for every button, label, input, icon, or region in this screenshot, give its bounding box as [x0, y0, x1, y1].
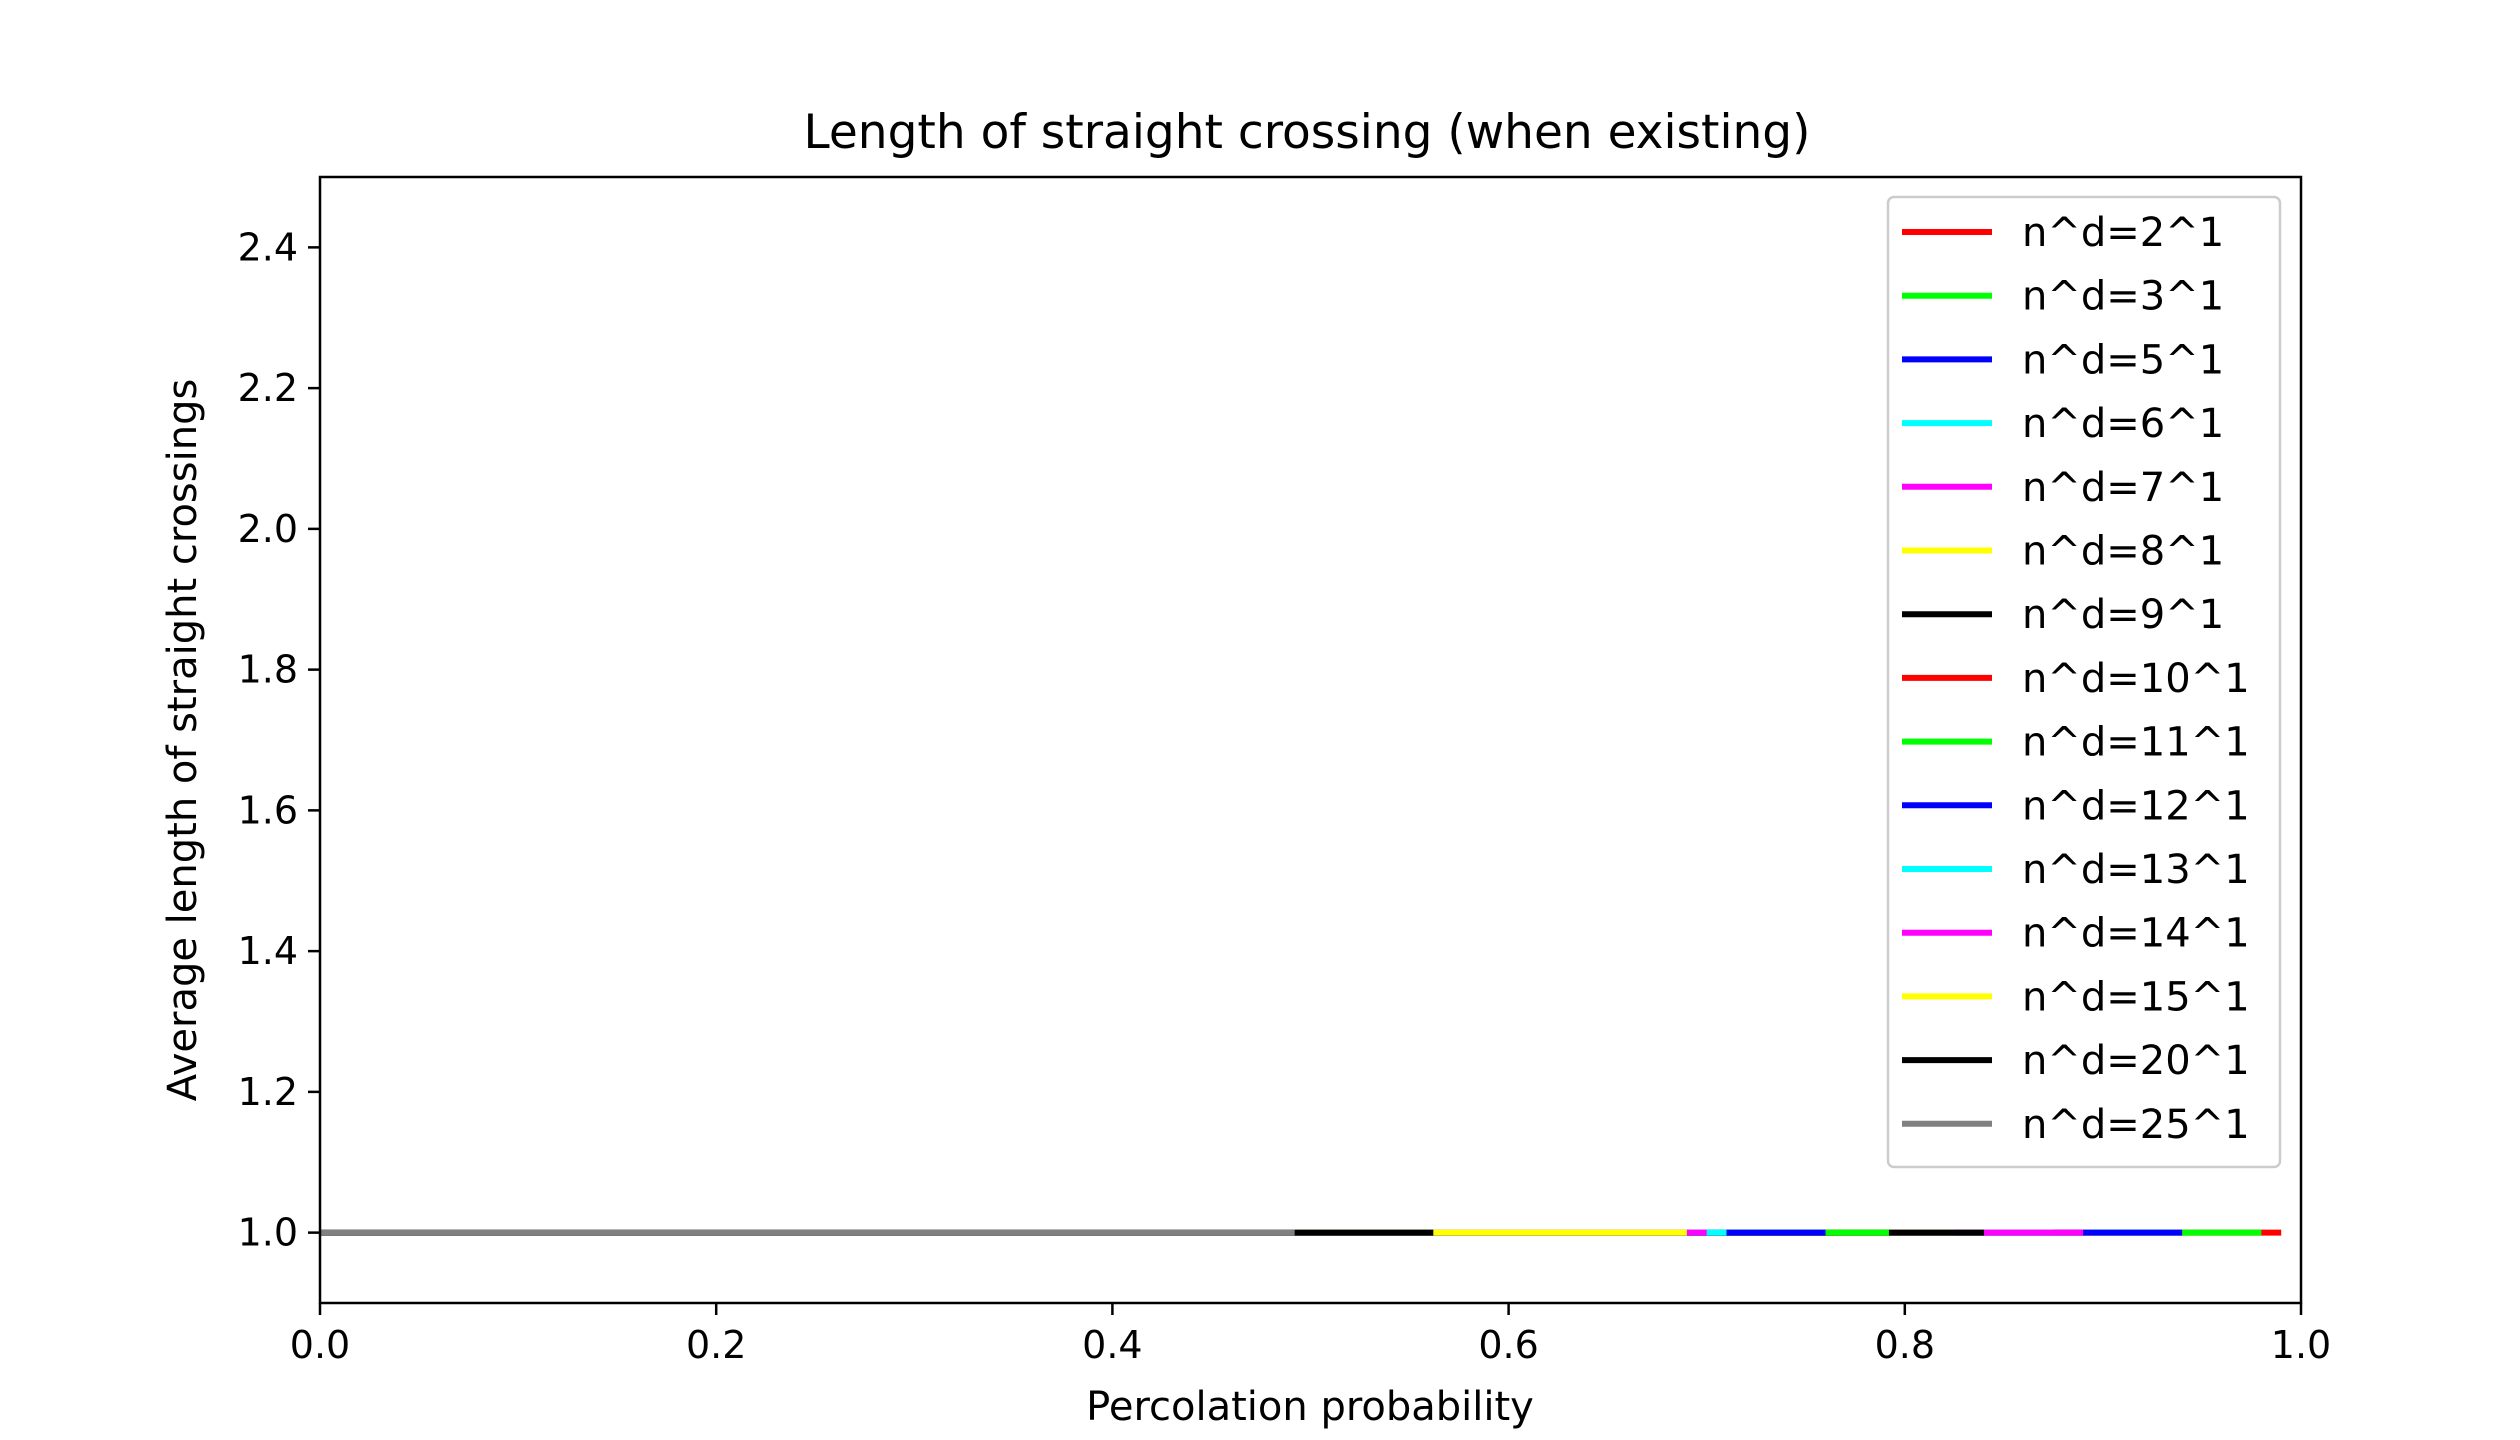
legend-label: n^d=14^1 [2022, 911, 2250, 957]
legend-label: n^d=12^1 [2022, 783, 2250, 829]
y-tick-label: 2.2 [238, 366, 298, 410]
y-tick-label: 1.0 [238, 1211, 298, 1255]
x-tick-label: 0.8 [1875, 1323, 1935, 1367]
y-tick-label: 2.4 [238, 225, 298, 269]
legend-label: n^d=5^1 [2022, 337, 2224, 383]
legend-label: n^d=3^1 [2022, 274, 2224, 320]
y-tick-label: 1.6 [238, 788, 298, 832]
x-tick-label: 0.0 [290, 1323, 350, 1367]
legend-label: n^d=11^1 [2022, 720, 2250, 766]
y-tick-label: 1.4 [238, 929, 298, 973]
legend-label: n^d=25^1 [2022, 1102, 2250, 1148]
legend-label: n^d=15^1 [2022, 974, 2250, 1020]
plot-frame [318, 175, 2303, 1305]
y-axis: 1.0 1.2 1.4 1.6 1.8 2.0 2.2 2.4 [238, 225, 320, 1255]
legend-label: n^d=10^1 [2022, 656, 2250, 702]
legend: n^d=2^1 n^d=3^1 n^d=5^1 n^d=6^1 n^d=7^1 n^d=8… [1886, 195, 2282, 1169]
y-tick-label: 1.8 [238, 648, 298, 692]
legend-label: n^d=7^1 [2022, 465, 2224, 511]
y-axis-label: Average length of straight crossings [160, 379, 206, 1102]
x-axis: 0.0 0.2 0.4 0.6 0.8 1.0 [290, 1303, 2331, 1367]
x-tick-label: 0.6 [1478, 1323, 1538, 1367]
x-tick-label: 1.0 [2271, 1323, 2331, 1367]
legend-label: n^d=6^1 [2022, 401, 2224, 447]
x-tick-label: 0.4 [1082, 1323, 1142, 1367]
legend-label: n^d=2^1 [2022, 210, 2224, 256]
legend-label: n^d=20^1 [2022, 1038, 2250, 1084]
y-tick-label: 2.0 [238, 507, 298, 551]
legend-label: n^d=8^1 [2022, 529, 2224, 575]
x-tick-label: 0.2 [686, 1323, 746, 1367]
legend-label: n^d=13^1 [2022, 847, 2250, 893]
legend-box [1886, 195, 2282, 1169]
legend-label: n^d=9^1 [2022, 592, 2224, 638]
chart-title: Length of straight crossing (when existi… [804, 105, 1811, 160]
x-axis-label: Percolation probability [1086, 1384, 1534, 1430]
y-tick-label: 1.2 [238, 1070, 298, 1114]
